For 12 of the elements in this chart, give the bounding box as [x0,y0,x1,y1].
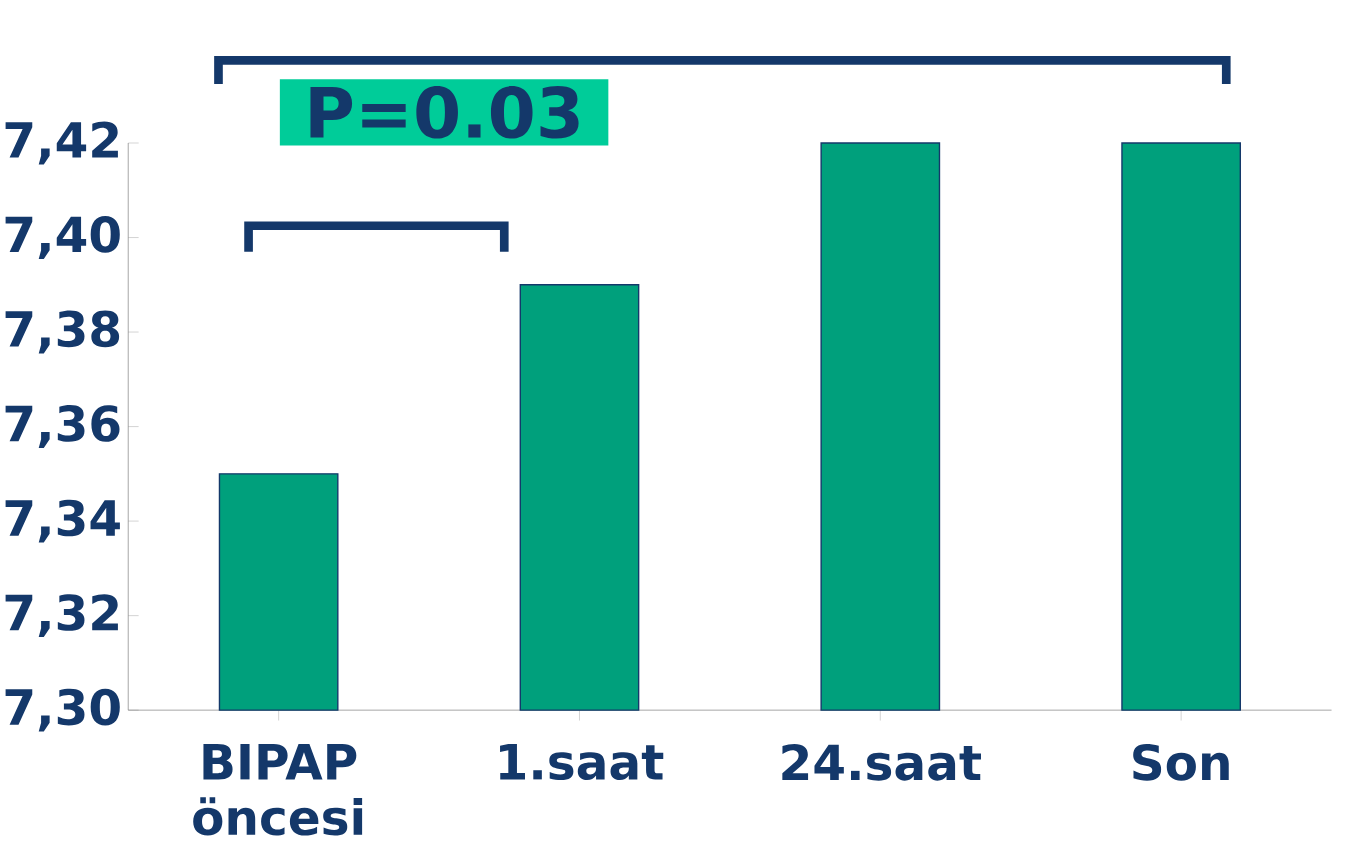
y-tick-label: 7,34 [5,499,120,543]
x-tick-label: 1.saat [500,743,664,780]
y-tick-label: 7,32 [5,594,118,637]
y-tick-label: 7,36 [5,405,120,448]
x-tick-label: Son [1133,743,1229,781]
text: P=0.03 [310,85,579,139]
y-tick-label: 7,42 [5,121,118,165]
y-tick-label: 7,30 [5,688,120,732]
x-tick-label: 24.saat [782,743,981,781]
y-tick-label: 7,40 [5,215,120,259]
x-tick-label: BIPAP öncesi [193,743,363,836]
y-tick-label: 7,38 [5,310,120,354]
